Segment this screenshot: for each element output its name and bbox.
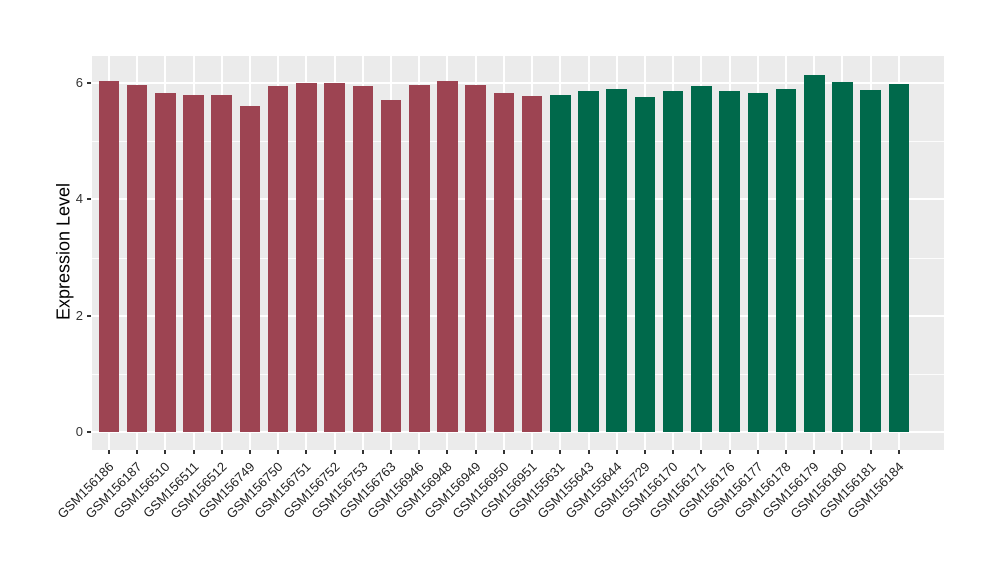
bar-GSM156187 [126,84,148,433]
minor-gridline [92,374,944,375]
x-axis-tick [615,450,618,454]
bar-GSM156179 [803,75,825,433]
bar-GSM156186 [98,81,120,433]
x-axis-tick [446,450,449,454]
x-axis-tick [107,450,110,454]
x-axis-tick [305,450,308,454]
x-axis-tick [813,450,816,454]
bar-GSM156946 [408,85,430,433]
bar-GSM156184 [888,83,910,433]
bar-GSM156753 [352,85,374,433]
x-axis-tick [277,450,280,454]
x-axis-tick [192,450,195,454]
minor-gridline [92,141,944,143]
x-axis-tick [587,450,590,454]
y-axis-title: Expression Level [53,182,74,321]
x-axis-tick [559,450,562,454]
y-axis-tick-label: 6 [75,75,83,90]
bar-GSM156951 [521,96,543,433]
bar-GSM156749 [239,106,261,433]
y-axis-tick-label: 0 [75,424,83,440]
x-axis-tick [220,450,223,454]
bar-GSM156751 [296,83,317,433]
x-axis-tick [531,450,534,454]
plot-panel [92,56,944,450]
bar-GSM156512 [211,95,233,433]
y-axis-tick [87,198,91,201]
bar-GSM156948 [437,81,458,433]
bar-GSM156752 [324,83,345,433]
x-axis-tick [756,450,759,454]
bar-GSM156950 [493,92,515,433]
y-axis-tick-label: 2 [75,307,83,323]
x-axis-tick [869,450,872,454]
y-axis-tick [87,82,91,84]
bar-GSM156763 [380,99,402,433]
bar-GSM155644 [606,88,628,433]
x-axis-tick [700,450,703,454]
x-axis-tick [502,450,505,454]
x-axis-tick [728,450,731,454]
major-gridline [92,431,944,434]
bar-GSM155729 [634,96,656,433]
bar-GSM156171 [691,86,712,433]
x-axis-tick [785,450,787,454]
x-axis-tick [897,450,900,454]
y-axis-tick-label: 4 [75,191,83,207]
x-axis-tick [248,450,251,454]
bar-GSM156511 [183,94,204,433]
x-axis-tick [361,450,364,454]
bar-GSM156750 [267,85,289,433]
x-axis-tick [841,450,844,454]
x-axis-tick [136,450,139,454]
x-axis-tick [333,450,336,454]
bar-GSM156178 [775,88,797,433]
minor-gridline [92,257,944,259]
bar-GSM156177 [747,92,769,433]
bar-GSM156176 [719,90,740,433]
x-axis-tick [474,450,477,454]
major-gridline [92,82,944,84]
major-gridline [92,198,944,201]
bar-GSM155643 [578,90,599,433]
bar-GSM156181 [860,89,881,433]
major-gridline [92,314,944,317]
bar-GSM155631 [550,94,571,433]
x-axis-tick [390,450,393,454]
y-axis-tick [87,431,91,434]
x-axis-tick [418,450,421,454]
x-axis-tick [164,450,167,454]
x-axis-tick [672,450,675,454]
bar-GSM156510 [155,93,176,433]
bar-GSM156170 [662,91,684,433]
bar-GSM156949 [465,85,486,433]
bar-GSM156180 [832,82,853,433]
y-axis-tick [87,314,91,317]
x-axis-tick [643,450,646,454]
